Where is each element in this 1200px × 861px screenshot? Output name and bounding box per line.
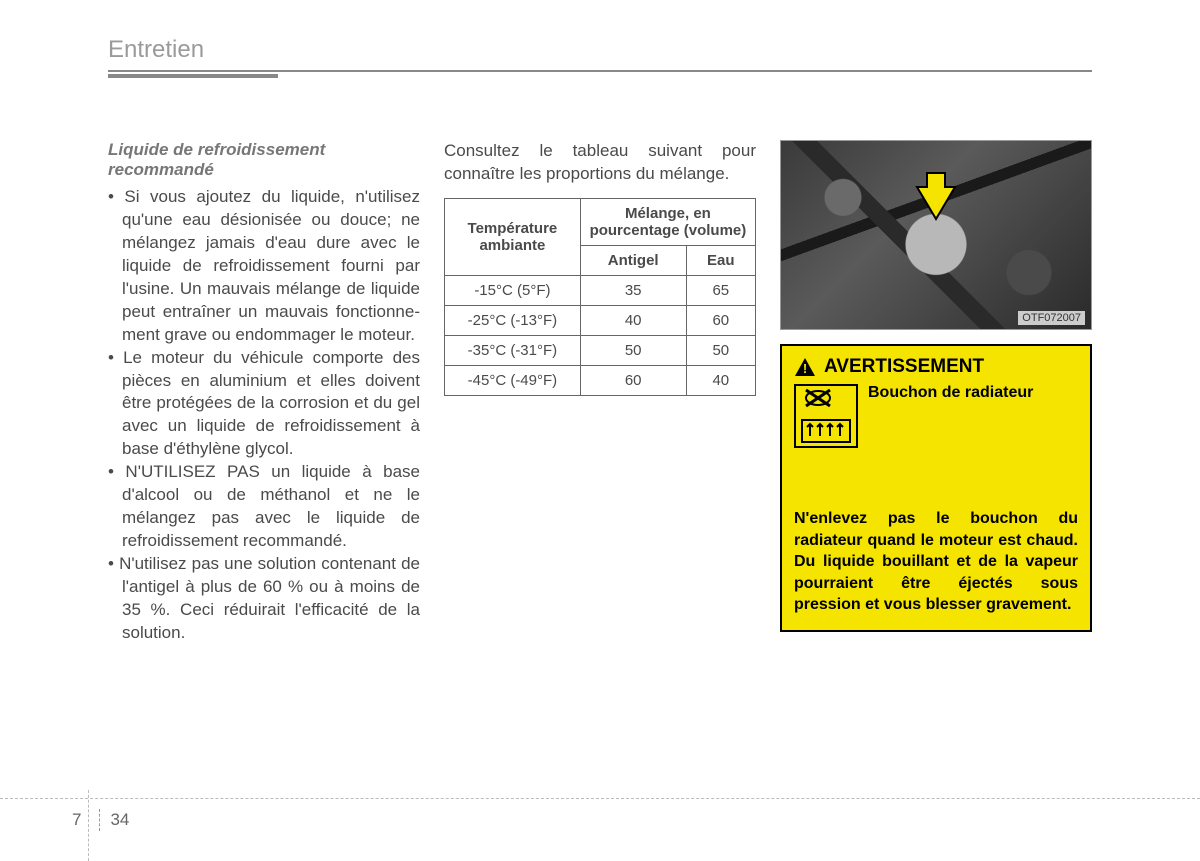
cell-temp: -15°C (5°F) (445, 275, 581, 305)
warning-header: ! AVERTISSEMENT (794, 356, 1078, 378)
cell-anti: 40 (580, 305, 686, 335)
chapter-number: 7 (72, 810, 89, 830)
header-rule-accent (108, 74, 278, 78)
th-mixture: Mélange, en pourcentage (volume) (580, 198, 755, 245)
cell-anti: 50 (580, 335, 686, 365)
column-right: OTF072007 ! AVERTISSEMENT (780, 140, 1092, 645)
section-title: Entretien (108, 36, 1092, 70)
cell-water: 60 (686, 305, 755, 335)
table-row: -15°C (5°F) 35 65 (445, 275, 756, 305)
th-temperature: Température ambiante (445, 198, 581, 275)
header-rule (108, 70, 1092, 72)
bullet-item: Le moteur du véhicule comporte des pièce… (108, 347, 420, 462)
column-middle: Consultez le tableau suivant pour connaî… (444, 140, 756, 645)
coolant-bullets: Si vous ajoutez du liquide, n'utilisez q… (108, 186, 420, 645)
coolant-mix-table: Température ambiante Mélange, en pourcen… (444, 198, 756, 396)
cell-anti: 60 (580, 365, 686, 395)
cell-water: 40 (686, 365, 755, 395)
engine-photo: OTF072007 (780, 140, 1092, 330)
content-columns: Liquide de refroidissement recommandé Si… (108, 140, 1092, 645)
bullet-item: N'utilisez pas une solution contenant de… (108, 553, 420, 645)
arrow-indicator-icon (909, 169, 963, 228)
th-water: Eau (686, 245, 755, 275)
footer-dash-line (0, 798, 1200, 799)
coolant-subheading: Liquide de refroidissement recommandé (108, 140, 420, 180)
svg-text:!: ! (803, 361, 807, 376)
page-footer: 7 34 (72, 809, 129, 831)
radiator-cap-icon (794, 384, 858, 448)
cell-temp: -35°C (-31°F) (445, 335, 581, 365)
table-header-row: Température ambiante Mélange, en pourcen… (445, 198, 756, 245)
cell-anti: 35 (580, 275, 686, 305)
page-number: 34 (110, 810, 129, 830)
table-row: -45°C (-49°F) 60 40 (445, 365, 756, 395)
warning-box: ! AVERTISSEMENT (780, 344, 1092, 632)
warning-subheader: Bouchon de radiateur (794, 384, 1078, 448)
cell-temp: -45°C (-49°F) (445, 365, 581, 395)
image-reference-code: OTF072007 (1018, 311, 1085, 325)
footer-divider (99, 809, 100, 831)
warning-body-text: N'enlevez pas le bouchon du radiateur qu… (794, 508, 1078, 616)
warning-title: AVERTISSEMENT (824, 356, 984, 378)
table-row: -25°C (-13°F) 40 60 (445, 305, 756, 335)
page-header: Entretien (108, 36, 1092, 72)
table-row: -35°C (-31°F) 50 50 (445, 335, 756, 365)
cell-water: 50 (686, 335, 755, 365)
bullet-item: N'UTILISEZ PAS un liquide à base d'alcoo… (108, 461, 420, 553)
th-antifreeze: Antigel (580, 245, 686, 275)
bullet-item: Si vous ajoutez du liquide, n'utilisez q… (108, 186, 420, 347)
warning-subtitle: Bouchon de radiateur (868, 384, 1033, 448)
cell-temp: -25°C (-13°F) (445, 305, 581, 335)
cell-water: 65 (686, 275, 755, 305)
warning-triangle-icon: ! (794, 357, 816, 377)
column-left: Liquide de refroidissement recommandé Si… (108, 140, 420, 645)
table-intro: Consultez le tableau suivant pour connaî… (444, 140, 756, 186)
